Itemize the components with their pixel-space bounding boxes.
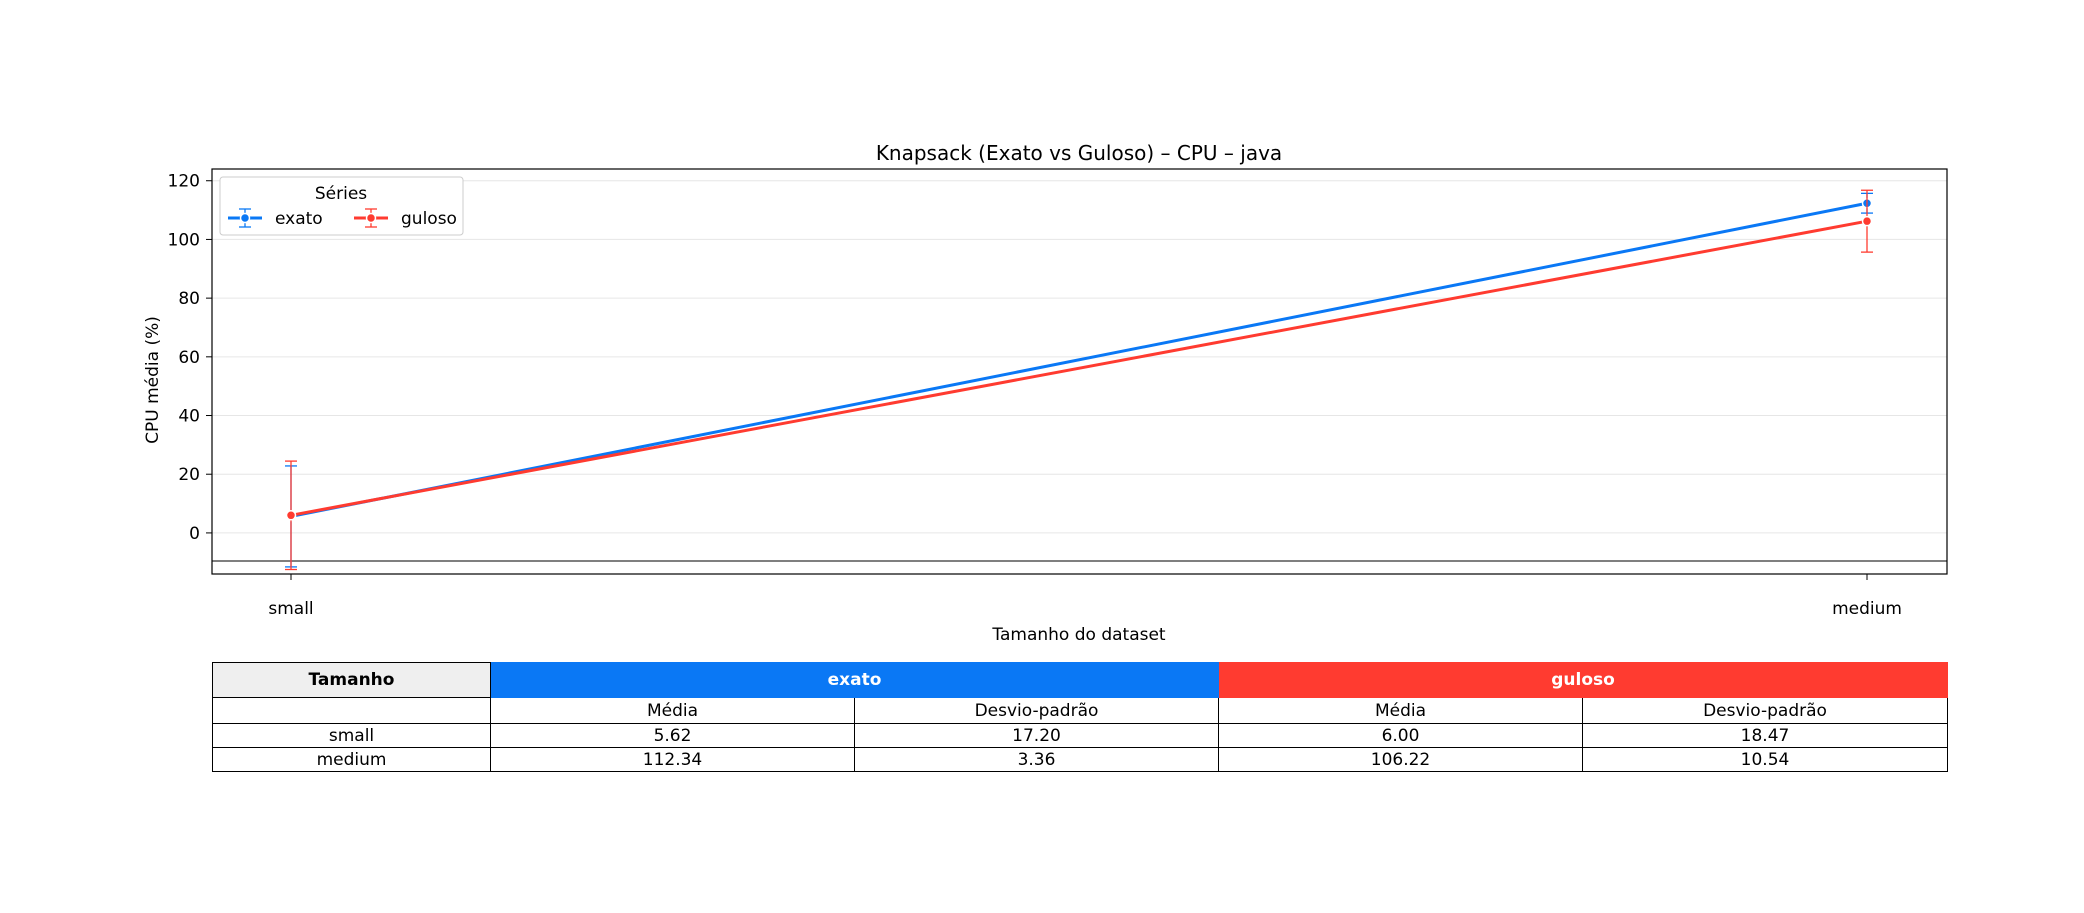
- table-cell-size: small: [212, 723, 491, 748]
- legend-title: Séries: [315, 184, 367, 204]
- table-cell-exato-std: 3.36: [854, 747, 1219, 772]
- legend-label-exato: exato: [275, 209, 323, 229]
- table-cell-guloso-std: 10.54: [1581, 747, 1949, 772]
- table-subheader-guloso-std: Desvio-padrão: [1581, 697, 1949, 724]
- table-cell-exato-std: 17.20: [854, 723, 1219, 748]
- table-row: medium 112.34 3.36 106.22 10.54: [212, 747, 1949, 772]
- table-cell-exato-mean: 112.34: [490, 747, 855, 772]
- y-tick-label: 0: [189, 524, 200, 544]
- y-tick-label: 60: [178, 348, 200, 368]
- series-line-guloso: [290, 219, 1868, 517]
- table-cell-guloso-mean: 106.22: [1218, 747, 1583, 772]
- chart-title: Knapsack (Exato vs Guloso) – CPU – java: [876, 141, 1282, 165]
- table-subheader-empty: [212, 697, 491, 724]
- legend: Séries exato guloso: [219, 176, 464, 236]
- plot-frame: [211, 168, 1948, 575]
- x-tick-label: small: [268, 599, 313, 619]
- table-subheader-row: Média Desvio-padrão Média Desvio-padrão: [212, 697, 1949, 724]
- y-tick-label: 100: [168, 230, 200, 250]
- table-cell-guloso-mean: 6.00: [1218, 723, 1583, 748]
- stats-table: Tamanho exato guloso Média Desvio-padrão…: [212, 662, 1949, 772]
- table-subheader-guloso-mean: Média: [1218, 697, 1583, 724]
- table-header-size: Tamanho: [212, 662, 491, 698]
- data-point-guloso: [285, 510, 297, 521]
- y-tick-label: 40: [178, 407, 200, 427]
- axes: 0 20 40 60 80 100 120 small medium: [168, 168, 1948, 619]
- table-header-exato: exato: [490, 662, 1219, 698]
- table-header-guloso: guloso: [1217, 662, 1949, 698]
- series-layer: [285, 189, 1873, 571]
- x-axis-label: Tamanho do dataset: [991, 625, 1166, 645]
- series-line-exato: [290, 201, 1868, 518]
- y-axis-label: CPU média (%): [143, 316, 163, 444]
- legend-label-guloso: guloso: [401, 209, 457, 229]
- table-group-header-row: Tamanho exato guloso: [212, 662, 1949, 698]
- table-subheader-exato-std: Desvio-padrão: [854, 697, 1219, 724]
- y-tick-label: 20: [178, 465, 200, 485]
- legend-marker-exato: [239, 212, 251, 224]
- y-tick-label: 120: [168, 172, 200, 192]
- table-cell-guloso-std: 18.47: [1581, 723, 1949, 748]
- table-cell-exato-mean: 5.62: [490, 723, 855, 748]
- legend-marker-guloso: [365, 212, 377, 224]
- x-tick-label: medium: [1832, 599, 1902, 619]
- data-point-guloso: [1861, 215, 1873, 227]
- y-tick-label: 80: [178, 289, 200, 309]
- table-subheader-exato-mean: Média: [490, 697, 855, 724]
- table-cell-size: medium: [212, 747, 491, 772]
- table-row: small 5.62 17.20 6.00 18.47: [212, 723, 1949, 748]
- legend-box: [219, 176, 464, 236]
